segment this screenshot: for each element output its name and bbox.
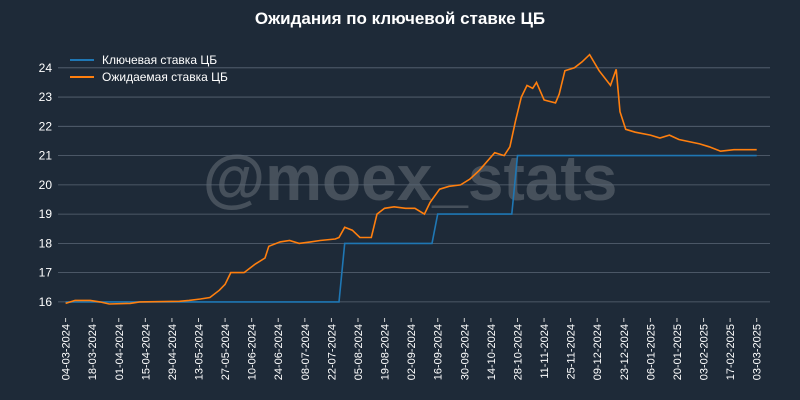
x-tick-label: 15-04-2024	[140, 324, 152, 380]
x-tick-label: 24-06-2024	[273, 324, 285, 380]
x-tick-label: 01-04-2024	[114, 324, 126, 380]
y-tick-label: 18	[39, 236, 53, 250]
y-tick-label: 17	[39, 266, 53, 280]
x-tick-label: 14-10-2024	[486, 324, 498, 380]
watermark: @moex_stats	[203, 142, 618, 214]
x-tick-label: 11-11-2024	[539, 324, 551, 379]
x-tick-label: 09-12-2024	[592, 324, 604, 380]
y-tick-label: 19	[39, 207, 53, 221]
x-tick-label: 23-12-2024	[619, 324, 631, 380]
x-tick-label: 05-08-2024	[353, 324, 365, 380]
x-tick-label: 16-09-2024	[433, 324, 445, 380]
y-tick-label: 20	[39, 178, 53, 192]
x-tick-label: 13-05-2024	[194, 324, 206, 380]
x-tick-label: 25-11-2024	[566, 324, 578, 379]
x-tick-label: 04-03-2024	[61, 324, 73, 380]
legend-label: Ключевая ставка ЦБ	[102, 53, 217, 67]
x-tick-label: 18-03-2024	[87, 324, 99, 380]
x-tick-label: 06-01-2025	[645, 324, 657, 380]
x-tick-label: 19-08-2024	[380, 324, 392, 380]
legend-label: Ожидаемая ставка ЦБ	[102, 70, 228, 84]
x-tick-label: 30-09-2024	[459, 324, 471, 380]
x-tick-label: 02-09-2024	[406, 324, 418, 380]
x-tick-label: 29-04-2024	[167, 324, 179, 380]
series-line	[65, 154, 757, 303]
x-tick-label: 10-06-2024	[247, 324, 259, 380]
y-tick-label: 22	[39, 119, 53, 133]
x-tick-label: 20-01-2025	[672, 324, 684, 380]
chart-title: Ожидания по ключевой ставке ЦБ	[255, 9, 545, 28]
x-tick-label: 22-07-2024	[326, 324, 338, 380]
y-tick-label: 24	[39, 61, 53, 75]
x-tick-label: 03-03-2025	[752, 324, 764, 380]
x-tick-label: 28-10-2024	[512, 324, 524, 380]
x-tick-label: 03-02-2025	[699, 324, 711, 380]
x-tick-label: 17-02-2025	[725, 324, 737, 380]
y-tick-label: 21	[39, 149, 53, 163]
y-tick-label: 16	[39, 295, 53, 309]
x-tick-label: 27-05-2024	[220, 324, 232, 380]
x-tick-label: 08-07-2024	[300, 324, 312, 380]
series-line	[65, 53, 757, 305]
y-tick-label: 23	[39, 90, 53, 104]
